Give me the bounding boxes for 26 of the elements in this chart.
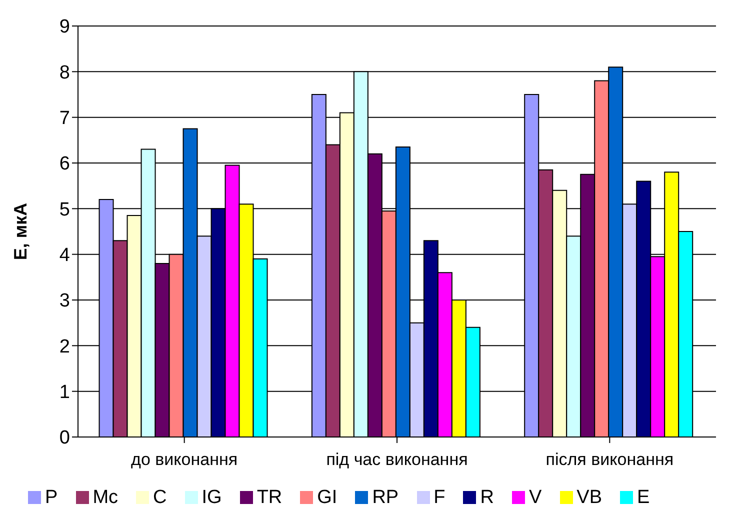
legend-label: Mc (92, 487, 118, 508)
legend-label: VB (576, 487, 602, 508)
x-tick-label: під час виконання (326, 450, 468, 470)
legend-label: TR (256, 487, 282, 508)
y-axis-title: Е, мкА (10, 202, 30, 260)
legend-label: GI (317, 487, 338, 508)
legend-label: R (480, 487, 494, 508)
y-tick-label: 3 (59, 290, 70, 312)
legend-label: V (528, 487, 542, 508)
y-tick-label: 5 (59, 199, 70, 220)
legend-label: C (153, 487, 167, 508)
legend-label: E (637, 487, 650, 508)
legend-label: RP (372, 487, 399, 508)
legend-label: IG (202, 487, 222, 508)
y-tick-label: 4 (59, 245, 70, 266)
y-tick-label: 0 (59, 428, 70, 449)
legend-label: P (45, 487, 58, 508)
y-tick-label: 7 (59, 108, 70, 130)
y-tick-label: 1 (59, 382, 70, 404)
x-tick-label: після виконання (546, 450, 674, 470)
legend-label: F (434, 487, 446, 508)
y-tick-label: 2 (59, 336, 70, 358)
y-tick-label: 8 (59, 62, 70, 84)
y-tick-label: 6 (59, 154, 70, 175)
x-tick-label: до виконання (131, 450, 238, 470)
y-tick-label: 9 (59, 16, 70, 38)
